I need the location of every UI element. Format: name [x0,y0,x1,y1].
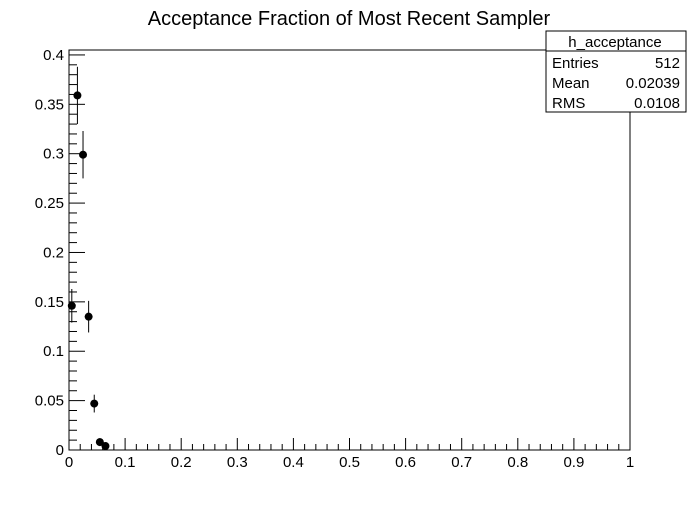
x-tick-label: 0.8 [507,454,528,471]
x-tick-label: 0.5 [339,454,360,471]
stats-rms-label: RMS [552,95,585,112]
stats-box: h_acceptance Entries 512 Mean 0.02039 RM… [545,30,687,113]
data-point [84,300,93,333]
stats-mean-value: 0.02039 [626,75,680,92]
y-tick-label: 0.25 [35,195,64,212]
point-marker [95,438,104,447]
y-tick-label: 0.4 [43,47,64,64]
stats-entries-label: Entries [552,55,599,72]
point-marker [79,150,88,159]
chart-title: Acceptance Fraction of Most Recent Sampl… [148,8,551,30]
y-tick-label: 0.05 [35,393,64,410]
x-tick-label: 0.6 [395,454,416,471]
x-tick-label: 0.9 [563,454,584,471]
data-point [95,438,104,447]
stats-box-title: h_acceptance [568,34,661,51]
x-tick-label: 0.4 [283,454,304,471]
y-tick-label: 0.35 [35,96,64,113]
data-points [67,66,110,451]
x-tick-label: 1 [626,454,634,471]
y-axis: 0 0.05 0.1 0.15 0.2 0.25 0.3 0.35 0.4 [35,47,85,459]
point-marker [73,91,82,100]
x-tick-label: 0.3 [227,454,248,471]
x-tick-label: 0 [65,454,73,471]
point-marker [90,399,99,408]
data-point [101,442,110,451]
y-tick-label: 0.2 [43,244,64,261]
point-marker [67,301,76,310]
data-point [90,394,99,413]
x-tick-label: 0.1 [115,454,136,471]
x-axis: 0 0.1 0.2 0.3 0.4 0.5 0.6 0.7 0.8 0.9 1 [65,438,634,471]
y-tick-label: 0 [56,442,64,459]
stats-mean-label: Mean [552,75,590,92]
stats-entries-value: 512 [655,55,680,72]
y-tick-label: 0.15 [35,294,64,311]
y-tick-label: 0.1 [43,343,64,360]
x-tick-label: 0.7 [451,454,472,471]
x-tick-label: 0.2 [171,454,192,471]
stats-box-frame [545,30,687,113]
y-tick-label: 0.3 [43,146,64,163]
point-marker [101,442,110,451]
data-point [79,130,88,179]
stats-rms-value: 0.0108 [634,95,680,112]
data-point [67,289,76,323]
point-marker [84,312,93,321]
data-point [73,66,82,125]
